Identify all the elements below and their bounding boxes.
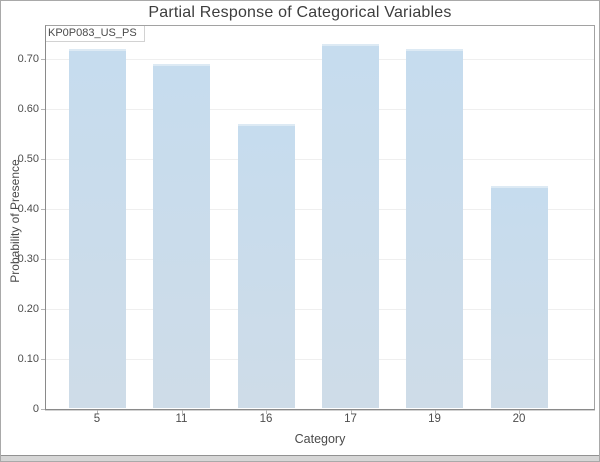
y-axis-tick	[41, 109, 45, 110]
plot-area: KP0P083_US_PS	[45, 25, 595, 410]
axis-shadow-line	[45, 410, 595, 411]
bar-category-20[interactable]	[490, 186, 548, 408]
x-axis-tick	[434, 410, 436, 414]
y-axis-tick	[41, 259, 45, 260]
y-tick-label: 0.20	[17, 303, 39, 315]
x-tick-label: 5	[93, 413, 101, 425]
y-axis-tick	[41, 159, 45, 160]
bar-category-11[interactable]	[153, 64, 210, 408]
x-tick-label: 16	[259, 413, 273, 425]
gridline	[46, 59, 594, 60]
x-axis-tick	[519, 410, 520, 414]
bar-category-16[interactable]	[237, 124, 295, 408]
gridline	[46, 259, 594, 260]
y-tick-label: 0.30	[17, 253, 39, 265]
gridline	[46, 359, 594, 360]
bar-category-17[interactable]	[322, 44, 379, 408]
y-tick-label: 0.70	[17, 53, 39, 65]
y-tick-label: 0.40	[17, 203, 39, 215]
bar-category-19[interactable]	[406, 49, 463, 408]
gridline	[46, 109, 594, 110]
x-tick-label: 20	[512, 413, 526, 425]
window-bottom-edge	[1, 455, 599, 461]
x-tick-label: 17	[344, 413, 357, 425]
bar-category-5[interactable]	[68, 49, 126, 408]
gridline	[46, 209, 594, 210]
y-tick-label: 0.50	[17, 153, 39, 165]
x-axis-tick	[97, 410, 98, 414]
y-axis-tick	[41, 209, 45, 210]
x-axis-title: Category	[294, 432, 346, 446]
gridline	[46, 159, 594, 160]
chart-title: Partial Response of Categorical Variable…	[148, 4, 452, 21]
y-axis-tick	[41, 59, 45, 60]
y-tick-label: 0.60	[17, 103, 39, 115]
facet-label: KP0P083_US_PS	[46, 26, 145, 42]
y-axis-tick	[41, 359, 45, 360]
x-axis-tick	[350, 410, 352, 414]
x-tick-label: 11	[175, 413, 188, 425]
y-tick-label: 0	[32, 403, 39, 415]
x-tick-label: 19	[428, 413, 441, 425]
gridline	[46, 309, 594, 310]
x-axis-tick	[266, 410, 267, 414]
y-axis-tick	[41, 409, 45, 410]
y-axis-tick	[41, 309, 45, 310]
x-axis-tick	[181, 410, 183, 414]
y-tick-label: 0.10	[17, 353, 39, 365]
